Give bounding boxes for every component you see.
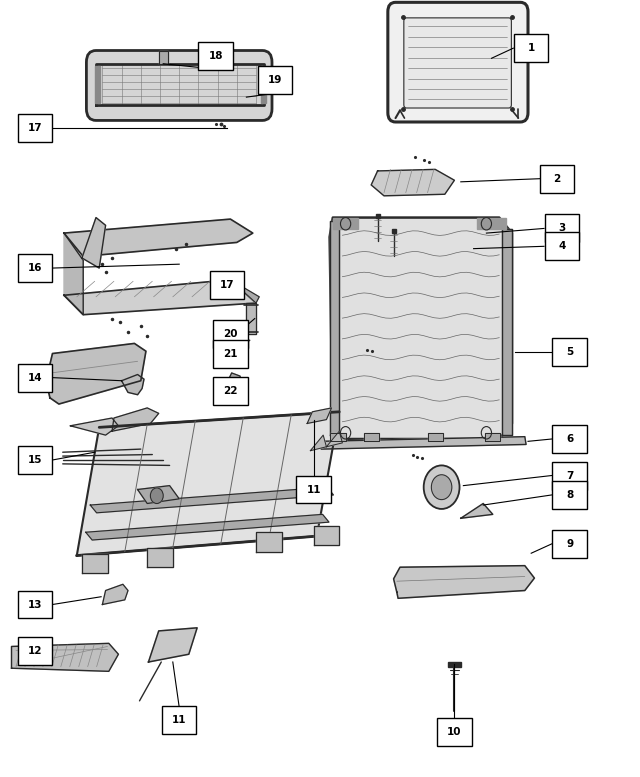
FancyBboxPatch shape xyxy=(18,114,52,142)
Text: 13: 13 xyxy=(28,600,42,609)
FancyBboxPatch shape xyxy=(18,364,52,392)
FancyBboxPatch shape xyxy=(162,706,196,734)
FancyBboxPatch shape xyxy=(552,530,587,558)
Polygon shape xyxy=(330,221,339,435)
FancyBboxPatch shape xyxy=(210,271,244,299)
Polygon shape xyxy=(326,431,342,447)
Polygon shape xyxy=(12,643,118,671)
Text: 11: 11 xyxy=(307,485,321,494)
Circle shape xyxy=(225,378,233,388)
Text: 21: 21 xyxy=(223,349,237,358)
Text: 16: 16 xyxy=(28,263,42,273)
FancyBboxPatch shape xyxy=(213,320,248,348)
Polygon shape xyxy=(102,584,128,605)
Polygon shape xyxy=(256,532,282,552)
Polygon shape xyxy=(310,435,326,451)
FancyBboxPatch shape xyxy=(552,338,587,366)
Polygon shape xyxy=(90,487,333,513)
Polygon shape xyxy=(333,218,358,229)
Circle shape xyxy=(150,488,163,503)
FancyBboxPatch shape xyxy=(18,591,52,618)
Polygon shape xyxy=(64,219,253,256)
Polygon shape xyxy=(148,628,197,662)
Polygon shape xyxy=(448,662,461,667)
Polygon shape xyxy=(502,229,512,435)
FancyBboxPatch shape xyxy=(437,718,472,746)
FancyBboxPatch shape xyxy=(388,2,528,122)
FancyBboxPatch shape xyxy=(213,377,248,405)
FancyBboxPatch shape xyxy=(404,18,511,108)
Polygon shape xyxy=(64,280,256,315)
Polygon shape xyxy=(428,433,443,441)
FancyBboxPatch shape xyxy=(552,462,587,490)
FancyBboxPatch shape xyxy=(514,34,548,62)
Polygon shape xyxy=(485,433,500,441)
Polygon shape xyxy=(461,503,493,518)
Polygon shape xyxy=(477,218,506,229)
Polygon shape xyxy=(46,343,146,404)
FancyBboxPatch shape xyxy=(540,165,574,193)
FancyBboxPatch shape xyxy=(18,446,52,474)
Text: 20: 20 xyxy=(223,329,237,339)
Text: 5: 5 xyxy=(566,347,573,357)
Text: 9: 9 xyxy=(566,539,573,549)
FancyBboxPatch shape xyxy=(296,476,331,503)
Polygon shape xyxy=(394,566,534,598)
Text: 1: 1 xyxy=(527,44,535,53)
Polygon shape xyxy=(246,303,256,334)
Text: 6: 6 xyxy=(566,434,573,444)
Text: 14: 14 xyxy=(28,373,42,382)
Text: 15: 15 xyxy=(28,455,42,465)
Polygon shape xyxy=(77,412,339,556)
Polygon shape xyxy=(330,433,346,441)
Polygon shape xyxy=(364,433,379,441)
Polygon shape xyxy=(307,408,332,423)
Text: 18: 18 xyxy=(209,51,223,61)
Text: 17: 17 xyxy=(28,124,42,133)
Polygon shape xyxy=(371,169,454,196)
Text: 11: 11 xyxy=(172,716,186,725)
FancyBboxPatch shape xyxy=(545,232,579,260)
FancyBboxPatch shape xyxy=(198,42,233,70)
FancyBboxPatch shape xyxy=(552,425,587,453)
Polygon shape xyxy=(227,373,243,392)
Text: 17: 17 xyxy=(220,280,234,290)
Text: 3: 3 xyxy=(558,224,566,233)
Polygon shape xyxy=(82,218,106,268)
Text: 7: 7 xyxy=(566,471,573,480)
FancyBboxPatch shape xyxy=(18,637,52,665)
Polygon shape xyxy=(314,526,339,545)
Polygon shape xyxy=(122,375,144,395)
Circle shape xyxy=(424,465,460,509)
Text: 19: 19 xyxy=(268,75,282,85)
FancyBboxPatch shape xyxy=(18,254,52,282)
Text: 8: 8 xyxy=(566,490,573,500)
Text: 22: 22 xyxy=(223,386,237,395)
Polygon shape xyxy=(147,548,173,567)
Circle shape xyxy=(431,475,452,500)
Polygon shape xyxy=(64,233,83,315)
Polygon shape xyxy=(330,218,512,439)
Polygon shape xyxy=(112,408,159,431)
FancyBboxPatch shape xyxy=(545,214,579,242)
Polygon shape xyxy=(230,280,259,303)
Text: 10: 10 xyxy=(447,727,461,737)
Polygon shape xyxy=(261,66,266,103)
Polygon shape xyxy=(82,554,108,573)
FancyBboxPatch shape xyxy=(86,51,272,120)
FancyBboxPatch shape xyxy=(258,66,292,94)
Polygon shape xyxy=(70,418,118,435)
Polygon shape xyxy=(159,51,168,64)
Polygon shape xyxy=(320,437,526,449)
FancyBboxPatch shape xyxy=(552,481,587,509)
Polygon shape xyxy=(95,66,100,103)
Polygon shape xyxy=(138,486,179,503)
Text: 2: 2 xyxy=(553,174,561,183)
Text: 4: 4 xyxy=(558,242,566,251)
Polygon shape xyxy=(86,514,329,540)
FancyBboxPatch shape xyxy=(213,340,248,368)
Text: 12: 12 xyxy=(28,646,42,656)
